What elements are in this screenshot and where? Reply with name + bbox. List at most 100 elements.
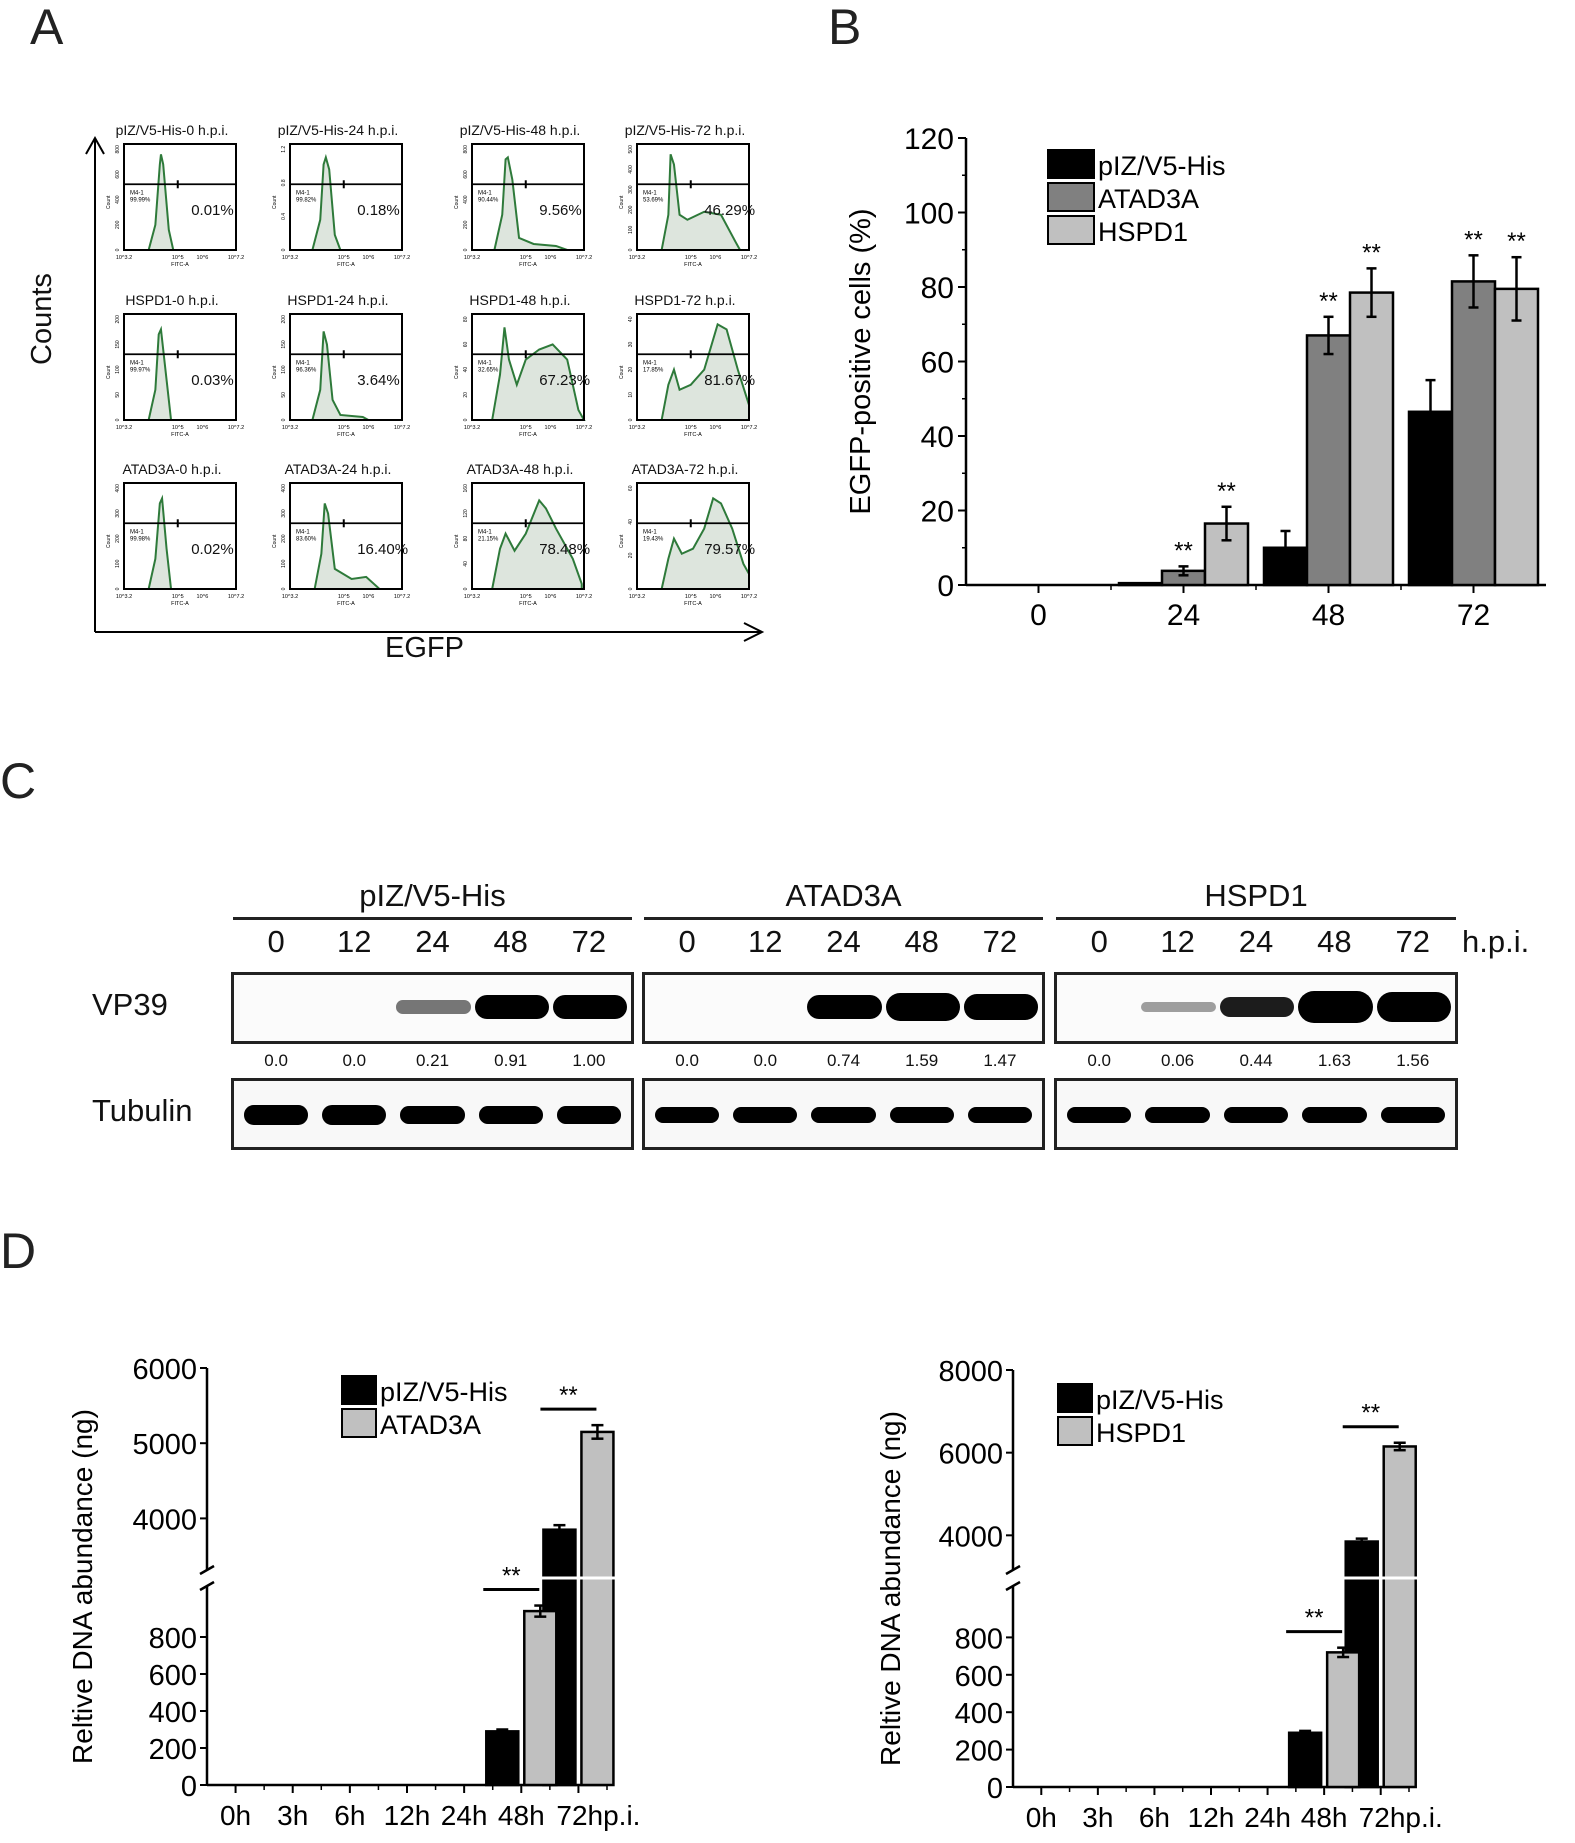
svg-text:**: ** — [1217, 478, 1236, 505]
svg-text:**: ** — [1174, 537, 1193, 564]
svg-text:10^7.2: 10^7.2 — [576, 425, 592, 431]
svg-text:150: 150 — [281, 340, 287, 349]
band — [967, 1106, 1032, 1124]
svg-text:M4-1: M4-1 — [643, 529, 657, 535]
band — [322, 1105, 387, 1125]
svg-text:10^7.2: 10^7.2 — [394, 425, 410, 431]
band — [1298, 991, 1373, 1023]
group-underline — [1056, 917, 1456, 920]
svg-text:10^7.2: 10^7.2 — [741, 594, 757, 600]
svg-text:0: 0 — [281, 418, 287, 421]
svg-text:200: 200 — [281, 534, 287, 543]
flow-histogram: Count 0 200 400 600 800 10^3.2 10^5 10^6 10^7.2 FI… — [454, 143, 592, 268]
svg-text:48h: 48h — [498, 1800, 545, 1831]
flow-plot-title: ATAD3A-72 h.p.i. — [631, 461, 739, 477]
flow-plot-title: ATAD3A-0 h.p.i. — [122, 461, 222, 477]
flow-histogram: Count 0 10 20 30 40 10^3.2 10^5 10^6 10^7.2 FITC-A… — [619, 313, 757, 438]
svg-text:0: 0 — [628, 418, 634, 421]
svg-text:40: 40 — [628, 519, 634, 525]
svg-text:FITC-A: FITC-A — [519, 432, 537, 438]
band — [556, 1106, 621, 1124]
svg-text:10^6: 10^6 — [197, 255, 209, 261]
svg-text:10^3.2: 10^3.2 — [629, 425, 645, 431]
svg-text:Reltive DNA abundance (ng): Reltive DNA abundance (ng) — [875, 1411, 906, 1766]
svg-text:10^5: 10^5 — [685, 255, 697, 261]
svg-text:0.4: 0.4 — [281, 213, 287, 220]
svg-text:0h: 0h — [1026, 1802, 1057, 1833]
svg-text:80: 80 — [463, 316, 469, 322]
flow-plot: ATAD3A-72 h.p.i. Count 0 20 40 60 10^3.2 10^5 10… — [609, 461, 771, 613]
flow-plot-title: ATAD3A-24 h.p.i. — [284, 461, 392, 477]
svg-text:10^3.2: 10^3.2 — [464, 255, 480, 261]
panel-a-flow-cytometry: Counts EGFP pIZ/V5-His-0 h.p.i. Count 0 200… — [0, 0, 800, 700]
svg-text:**: ** — [502, 1563, 521, 1590]
flow-plot-percentage: 9.56% — [539, 202, 582, 220]
band — [1376, 991, 1451, 1023]
band — [885, 992, 960, 1022]
panel-d-left-dna-chart: 0 200 400 600 800 4000 5000 6000 0h 3h 6h 12h 24h 48h… — [60, 1340, 780, 1838]
svg-text:200: 200 — [281, 315, 287, 324]
svg-text:10^6: 10^6 — [710, 425, 722, 431]
flow-plot-percentage: 0.18% — [357, 202, 400, 220]
vp39-quantification: 1.47 — [983, 1051, 1017, 1070]
flow-plot-title: pIZ/V5-His-0 h.p.i. — [115, 122, 229, 138]
svg-text:24h: 24h — [1244, 1802, 1291, 1833]
flow-histogram: Count 0 40 80 120 160 10^3.2 10^5 10^6 10^7.2 FITC… — [454, 482, 592, 607]
vp39-quantification: 1.00 — [572, 1051, 606, 1070]
svg-text:40: 40 — [921, 421, 954, 454]
vp39-quantification: 0.0 — [753, 1051, 778, 1070]
vp39-quantification: 0.0 — [675, 1051, 699, 1070]
svg-text:200: 200 — [115, 534, 121, 543]
svg-text:6h: 6h — [334, 1800, 365, 1831]
timepoint-label: 24 — [1238, 924, 1274, 959]
flow-plot-percentage: 0.03% — [191, 372, 234, 390]
svg-text:100: 100 — [628, 225, 634, 234]
flow-plot-title: HSPD1-0 h.p.i. — [125, 292, 219, 308]
egfp-axis-label: EGFP — [385, 632, 464, 664]
panel-c-western-blot: pIZ/V5-His 0 0.0 12 0.0 24 0.21 48 0.91 72 1.00 ATA… — [0, 860, 1575, 1180]
svg-text:0: 0 — [115, 248, 121, 251]
flow-plot: pIZ/V5-His-72 h.p.i. Count 0 100 200 300 400 50… — [609, 122, 771, 274]
svg-text:800: 800 — [149, 1623, 197, 1655]
svg-text:HSPD1: HSPD1 — [1096, 1418, 1186, 1448]
svg-text:4000: 4000 — [132, 1504, 197, 1536]
svg-text:Count: Count — [454, 534, 460, 548]
svg-text:600: 600 — [463, 170, 469, 179]
svg-text:5000: 5000 — [132, 1429, 197, 1461]
svg-text:FITC-A: FITC-A — [171, 432, 189, 438]
vp39-quantification: 0.0 — [1087, 1051, 1112, 1070]
svg-text:1.2: 1.2 — [281, 146, 287, 153]
svg-text:pIZ/V5-His: pIZ/V5-His — [1098, 151, 1226, 181]
svg-text:100: 100 — [904, 198, 954, 231]
svg-text:FITC-A: FITC-A — [337, 432, 355, 438]
svg-text:0: 0 — [987, 1773, 1003, 1805]
svg-text:0: 0 — [281, 587, 287, 590]
svg-text:0h: 0h — [220, 1800, 251, 1831]
svg-text:200: 200 — [149, 1734, 197, 1766]
svg-text:**: ** — [1464, 226, 1483, 253]
timepoint-label: 24 — [415, 924, 450, 959]
svg-text:10^7.2: 10^7.2 — [741, 255, 757, 261]
timepoint-label: 12 — [1160, 924, 1195, 959]
svg-text:FITC-A: FITC-A — [337, 601, 355, 607]
svg-text:400: 400 — [281, 484, 287, 493]
svg-text:60: 60 — [628, 485, 634, 491]
svg-text:FITC-A: FITC-A — [684, 601, 702, 607]
svg-text:10^3.2: 10^3.2 — [116, 425, 132, 431]
svg-text:32.65%: 32.65% — [478, 367, 499, 373]
band — [655, 1106, 720, 1124]
svg-text:200: 200 — [463, 220, 469, 229]
svg-text:3h: 3h — [277, 1800, 308, 1831]
band — [963, 994, 1038, 1020]
svg-text:10^7.2: 10^7.2 — [394, 594, 410, 600]
svg-text:8000: 8000 — [938, 1356, 1003, 1388]
svg-text:**: ** — [1507, 228, 1526, 255]
flow-plot: pIZ/V5-His-48 h.p.i. Count 0 200 400 600 800 10… — [444, 122, 606, 274]
svg-text:60: 60 — [921, 347, 954, 380]
vp39-quantification: 1.63 — [1317, 1051, 1351, 1070]
svg-text:10^5: 10^5 — [172, 255, 184, 261]
band — [811, 1106, 876, 1124]
svg-text:FITC-A: FITC-A — [171, 262, 189, 268]
svg-text:99.97%: 99.97% — [130, 367, 151, 373]
svg-text:200: 200 — [628, 205, 634, 214]
